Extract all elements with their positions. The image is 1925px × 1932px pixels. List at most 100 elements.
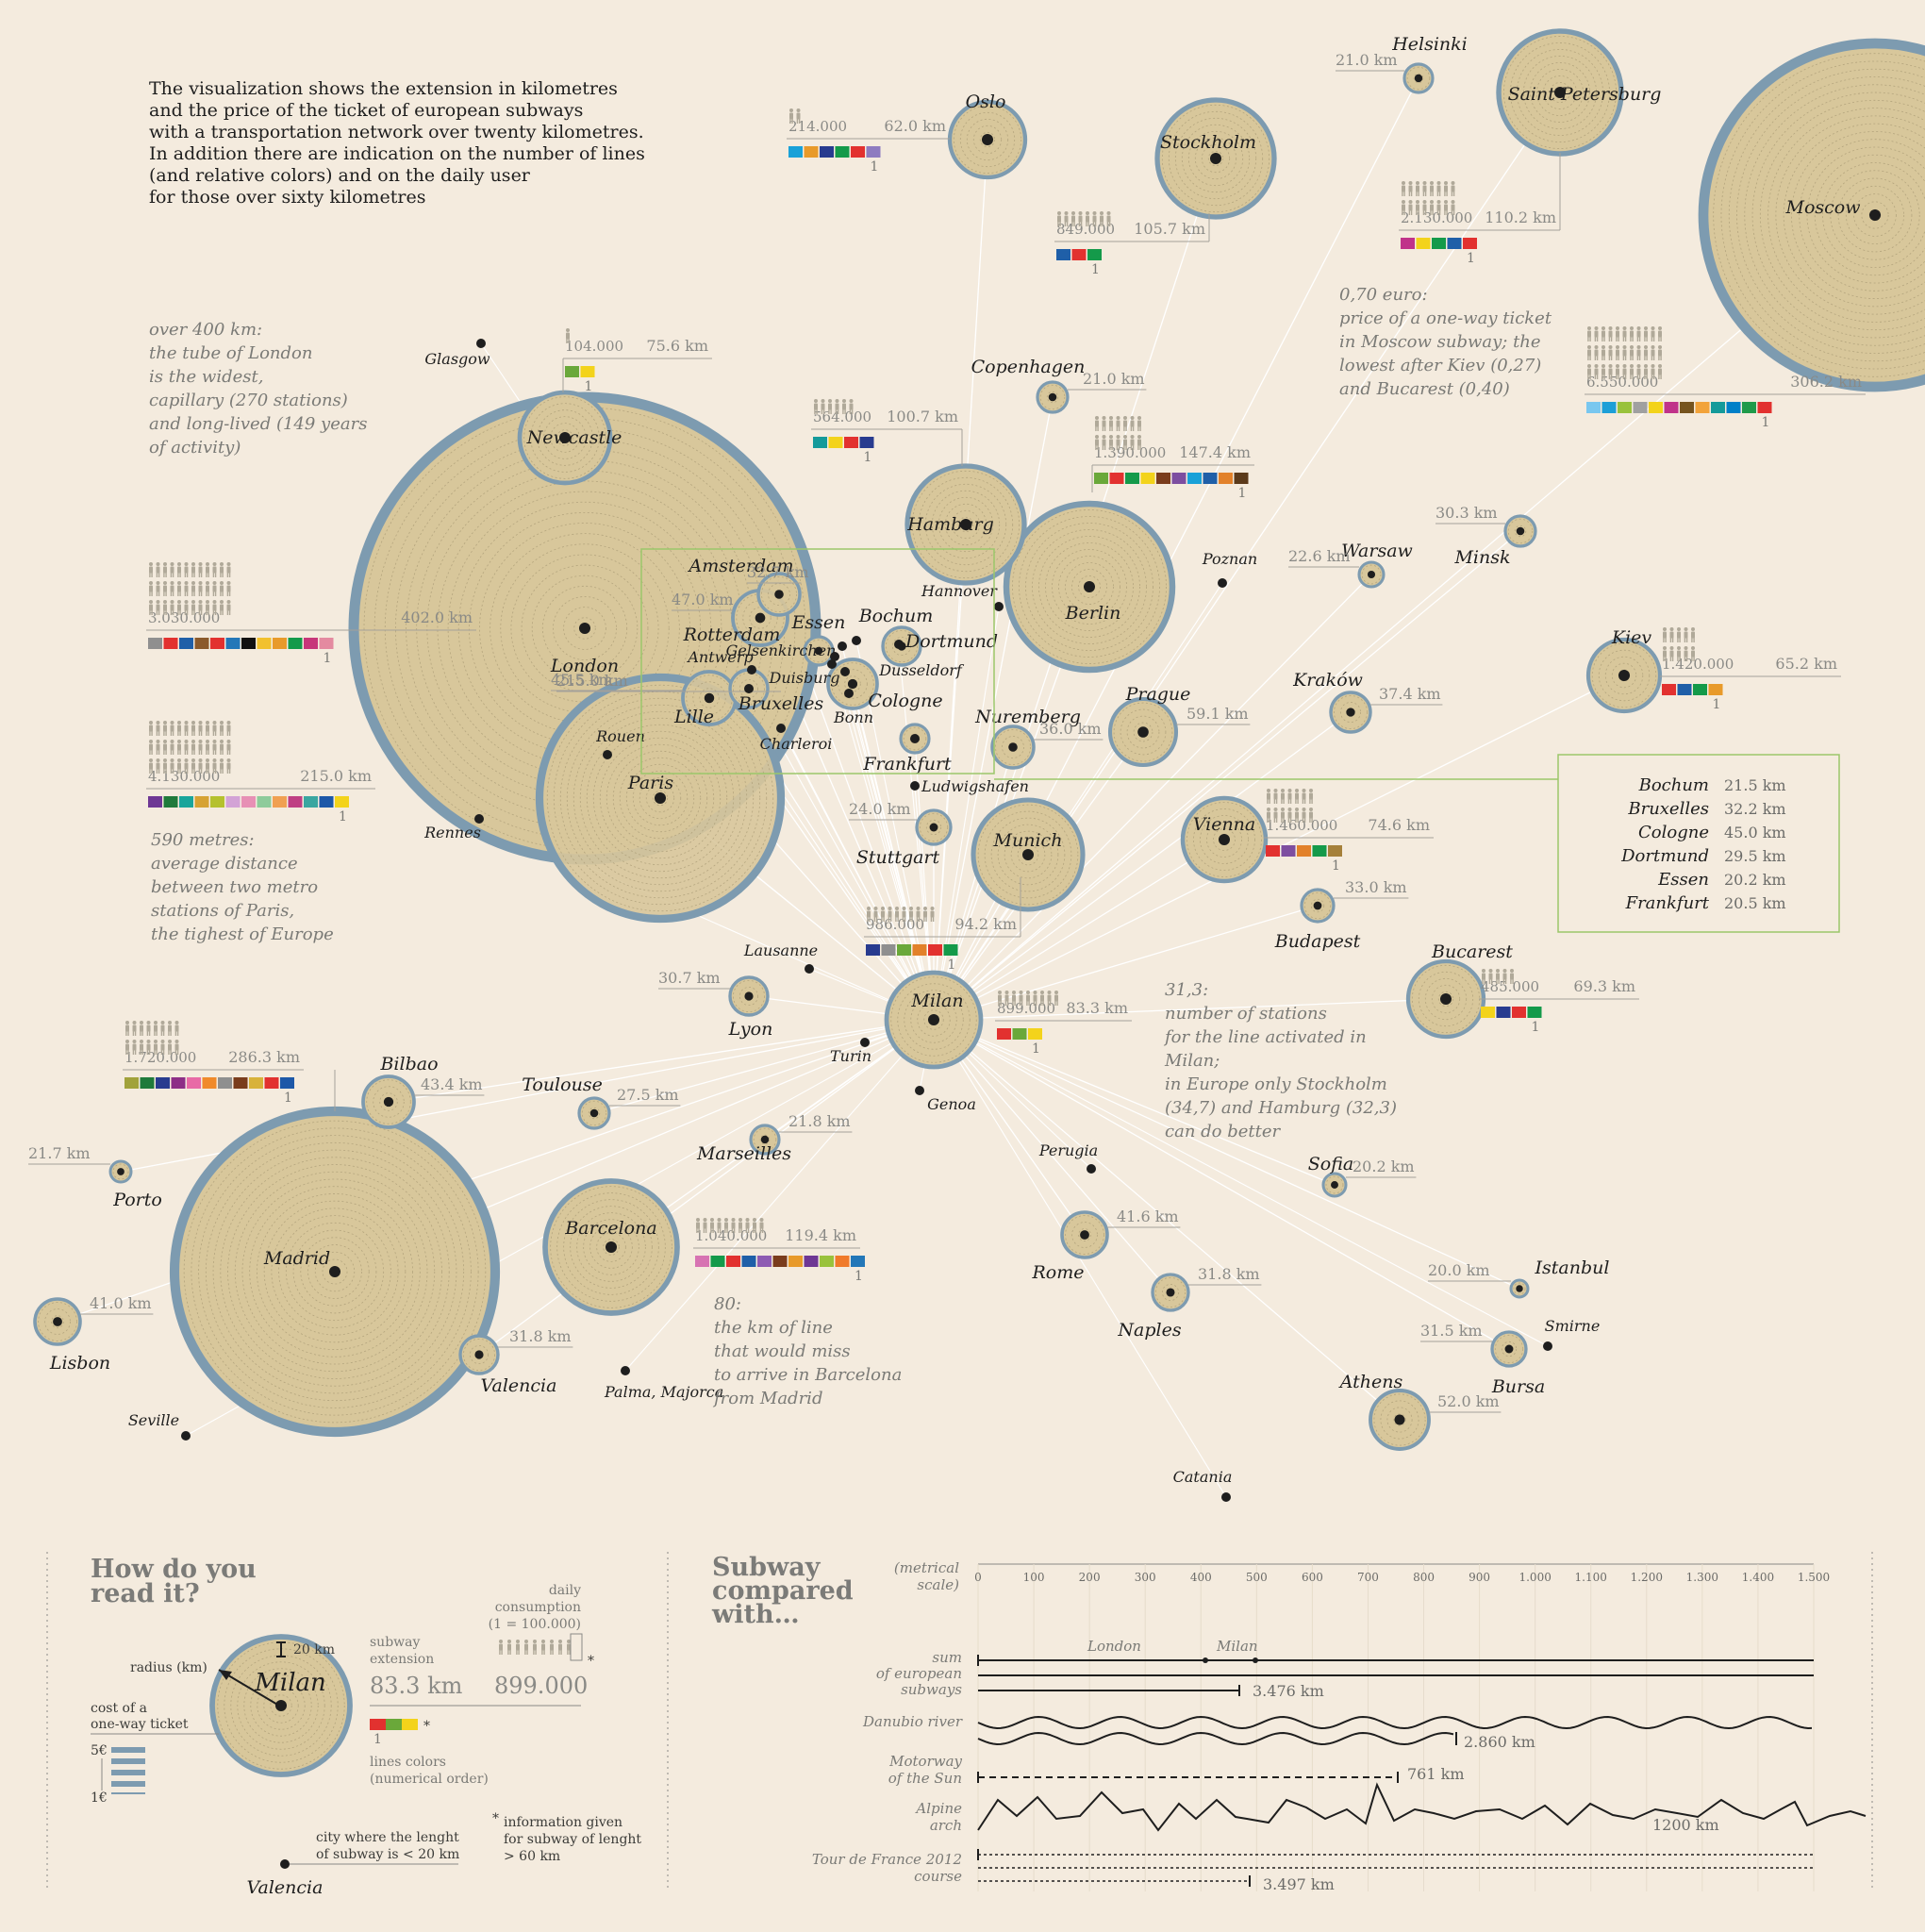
person-icon [184, 562, 189, 577]
km-label: 110.2 km [1485, 208, 1556, 226]
line-color-swatch [1633, 402, 1648, 413]
city-labels: London Paris 215.0 km Madrid Moscow Barcelona… [28, 34, 1866, 1502]
city-dot [915, 1086, 924, 1095]
price-bar [111, 1758, 145, 1764]
link-line [933, 574, 1372, 1021]
person-icon [191, 740, 195, 755]
km-label: 31.5 km [1420, 1322, 1483, 1340]
city-dot [181, 1431, 191, 1441]
person-icon [226, 600, 231, 615]
line-color-swatch [273, 796, 287, 808]
city-dot [894, 640, 904, 649]
line-color-swatch [1693, 684, 1707, 695]
city-info-block: 6.550.000 306.2 km1 [1585, 326, 1866, 430]
line-color-swatch [1512, 1007, 1526, 1018]
legend-radius-label: radius (km) [130, 1660, 207, 1675]
daily-users: 485.000 [1481, 978, 1539, 995]
line-color-swatch [912, 944, 927, 956]
row-value: 761 km [1407, 1765, 1465, 1783]
legend-info: for subway of lenght [504, 1832, 641, 1847]
city-name: Marseilles [696, 1143, 791, 1164]
person-icon [163, 562, 167, 577]
city-name: Bucarest [1431, 941, 1513, 962]
line-color-swatch [280, 1077, 294, 1089]
person-icon [1622, 345, 1627, 360]
legend-cost-label: cost of a [91, 1701, 147, 1716]
link-line [852, 683, 935, 1021]
annotation-line: lowest after Kiev (0,27) [1339, 356, 1541, 375]
intro-text: The visualization shows the extension in… [149, 78, 645, 208]
city-name: Vienna [1193, 814, 1256, 835]
city-name: Antwerp [686, 648, 753, 666]
city-dot [860, 1038, 870, 1047]
person-icon [1658, 326, 1662, 341]
line-color-swatch [804, 1256, 819, 1267]
line-color-swatch [881, 944, 896, 956]
person-icon [1616, 345, 1619, 360]
line-color-swatch [225, 796, 241, 808]
scale-tick: 900 [1469, 1571, 1490, 1584]
city-name: Charleroi [760, 735, 833, 753]
city-circle [1405, 958, 1486, 1040]
person-icon [1287, 789, 1292, 804]
person-icon [1102, 416, 1106, 431]
city-circle [947, 99, 1028, 180]
city-name: Lille [673, 707, 714, 727]
person-icon [184, 740, 189, 755]
city-dot [747, 665, 756, 675]
city-name: Budapest [1274, 931, 1361, 952]
line-color-swatch [1649, 402, 1663, 413]
annotation-milan: 31,3: number of stations for the line ac… [1163, 980, 1397, 1141]
line-color-swatch [1094, 473, 1108, 484]
line-color-swatch [218, 1077, 232, 1089]
annotation-moscow: 0,70 euro: price of a one-way ticket in … [1339, 285, 1552, 399]
line-color-swatch [210, 638, 224, 649]
km-label: 20.0 km [1428, 1261, 1490, 1279]
city-name: Rome [1031, 1262, 1084, 1283]
person-icon [226, 581, 231, 596]
city-name: Newcastle [526, 427, 622, 448]
person-icon [168, 1021, 172, 1036]
line-color-swatch [1447, 238, 1462, 249]
annotation-line: capillary (270 stations) [149, 391, 348, 410]
annotation-line: from Madrid [712, 1389, 822, 1408]
person-icon [1669, 627, 1674, 642]
line-color-swatch [187, 1077, 201, 1089]
compare-title: compared [712, 1576, 854, 1606]
person-icon [1644, 326, 1648, 341]
city-dot [603, 750, 612, 759]
city-dot [840, 667, 850, 676]
legend-ext-label: extension [370, 1652, 434, 1667]
city-info-block: 849.000 105.7 km1 [1054, 211, 1210, 277]
city-circle [1369, 1389, 1431, 1451]
row-label: of the Sun [888, 1770, 962, 1787]
link-line [933, 396, 1054, 1021]
km-label: 21.7 km [28, 1144, 91, 1162]
daily-users: 104.000 [565, 338, 623, 355]
person-icon [156, 581, 160, 596]
city-circle [577, 1096, 611, 1130]
link-line [933, 998, 1447, 1021]
arrow-head-icon [219, 1670, 232, 1680]
line-color-swatch [1056, 249, 1070, 260]
city-name: Poznan [1202, 550, 1257, 568]
person-icon [1658, 364, 1662, 379]
city-circle [728, 975, 770, 1017]
person-icon [154, 1021, 158, 1036]
km-label: 105.7 km [1134, 220, 1205, 238]
city-name: Duisburg [769, 669, 840, 687]
km-label: 47.0 km [672, 591, 734, 608]
daily-users: 214.000 [788, 118, 847, 135]
city-dot [852, 636, 861, 645]
person-icon [163, 721, 167, 736]
line-color-swatch [179, 638, 193, 649]
scale-label: (metrical [894, 1559, 959, 1576]
line-number: 1 [948, 958, 956, 973]
person-icon [177, 740, 181, 755]
city-dot [844, 689, 854, 698]
person-icon [1302, 789, 1306, 804]
text-layer: The visualization shows the extension in… [46, 78, 1873, 1898]
person-icon [1587, 326, 1591, 341]
line-color-swatch [148, 796, 162, 808]
line-color-swatch [943, 944, 958, 956]
